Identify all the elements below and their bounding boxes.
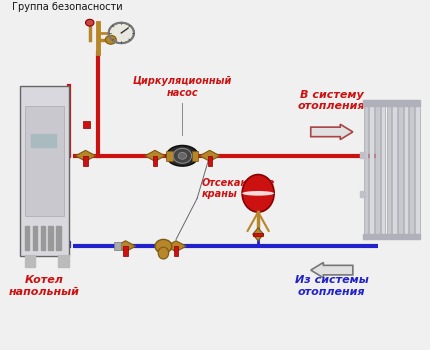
Text: Котел
напольный: Котел напольный <box>9 275 80 297</box>
Circle shape <box>155 239 172 253</box>
Text: Циркуляционный
насос: Циркуляционный насос <box>133 76 232 98</box>
Ellipse shape <box>242 175 274 212</box>
Circle shape <box>178 152 187 159</box>
Circle shape <box>86 19 94 26</box>
Circle shape <box>109 23 134 43</box>
Bar <box>415 106 420 236</box>
Bar <box>363 234 420 239</box>
Bar <box>31 134 56 147</box>
Circle shape <box>105 35 116 44</box>
Bar <box>166 151 173 161</box>
Bar <box>123 246 128 257</box>
Polygon shape <box>75 150 95 161</box>
Bar <box>398 106 402 236</box>
Bar <box>25 106 64 216</box>
Polygon shape <box>166 241 186 252</box>
FancyArrow shape <box>311 124 353 140</box>
Polygon shape <box>200 150 220 161</box>
Ellipse shape <box>158 247 169 259</box>
Polygon shape <box>115 241 135 252</box>
Bar <box>360 191 365 197</box>
Bar <box>387 106 391 236</box>
Bar <box>360 152 365 158</box>
Text: Из системы
отопления: Из системы отопления <box>295 275 369 297</box>
Circle shape <box>173 148 192 163</box>
Bar <box>114 242 121 250</box>
Ellipse shape <box>242 191 274 196</box>
Bar <box>363 100 420 106</box>
Text: В систему
отопления: В систему отопления <box>298 90 366 111</box>
Bar <box>49 226 53 250</box>
Bar <box>25 226 29 250</box>
FancyArrow shape <box>311 262 353 278</box>
Bar <box>208 156 212 166</box>
Bar <box>253 233 263 236</box>
Text: Группа безопасности: Группа безопасности <box>12 2 123 13</box>
Polygon shape <box>145 150 165 161</box>
Bar <box>83 121 90 128</box>
Bar <box>153 156 157 166</box>
Bar <box>83 156 88 166</box>
Bar <box>40 226 45 250</box>
Bar <box>25 255 35 267</box>
Bar <box>364 106 369 236</box>
Bar <box>33 226 37 250</box>
Bar <box>404 106 408 236</box>
Ellipse shape <box>166 146 198 166</box>
Bar <box>381 106 385 236</box>
Bar <box>409 106 414 236</box>
Polygon shape <box>253 228 264 241</box>
Bar <box>369 106 374 236</box>
Bar <box>56 226 61 250</box>
Bar <box>58 255 69 267</box>
FancyBboxPatch shape <box>20 86 69 257</box>
Text: Отсекающие
краны: Отсекающие краны <box>201 177 274 199</box>
Bar <box>174 246 178 257</box>
Bar <box>192 151 198 161</box>
Bar <box>392 106 397 236</box>
Bar <box>375 106 380 236</box>
